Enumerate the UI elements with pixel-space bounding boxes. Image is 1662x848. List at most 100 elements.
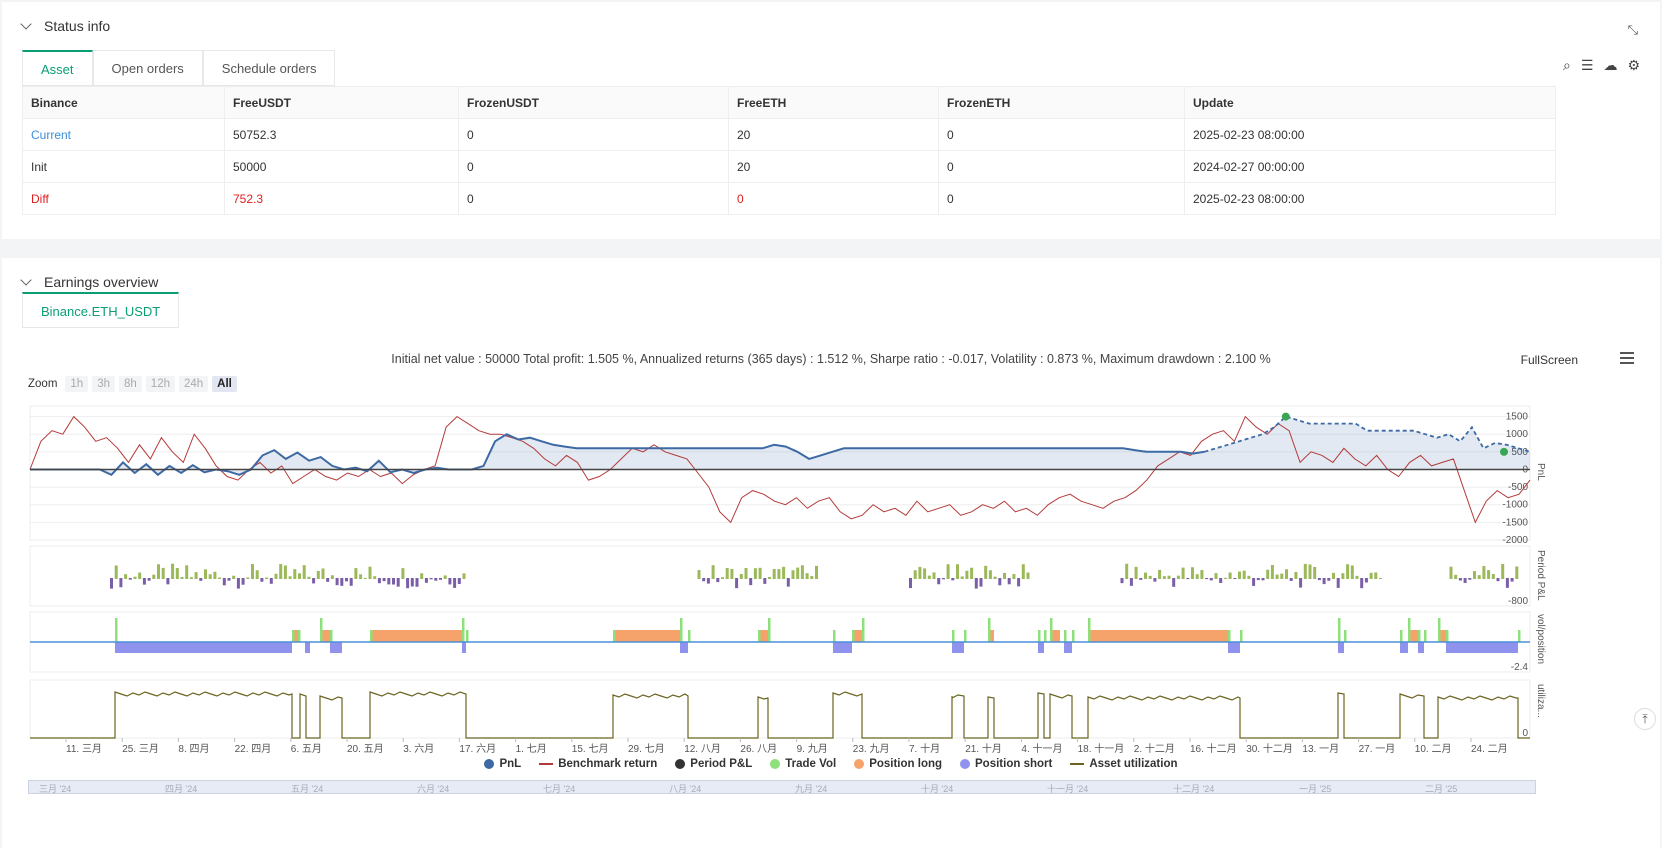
- position-long-bar: [613, 630, 680, 642]
- trade-vol-bar: [462, 618, 465, 642]
- x-tick-label: 15. 七月: [572, 743, 609, 755]
- tab-schedule-orders[interactable]: Schedule orders: [202, 50, 336, 85]
- status-tabs: Asset Open orders Schedule orders: [22, 50, 336, 86]
- period-bar: [340, 578, 344, 586]
- range-navigator[interactable]: 三月 '24 四月 '24 五月 '24 六月 '24 七月 '24 八月 '24 九月 '…: [28, 780, 1536, 794]
- scroll-top-icon[interactable]: ⤒: [1634, 708, 1656, 730]
- position-short-bar: [680, 642, 688, 653]
- zoom-1h-button[interactable]: 1h: [65, 376, 89, 392]
- trade-vol-bar: [964, 630, 967, 642]
- earnings-chart[interactable]: 1500 1000 500 0 -500 -1000 -1500 -2000 PnL -800 Pe…: [2, 258, 1660, 778]
- x-tick-label: 21. 十月: [965, 742, 1002, 755]
- position-short-bar: [1064, 642, 1072, 653]
- legend-period-pnl[interactable]: Period P&L: [675, 758, 752, 770]
- period-bar: [796, 567, 800, 579]
- period-bar: [730, 569, 734, 579]
- period-bar: [998, 578, 1002, 586]
- row-label-current[interactable]: Current: [22, 118, 225, 151]
- zoom-24h-button[interactable]: 24h: [178, 376, 209, 392]
- cell: 20: [728, 150, 939, 183]
- legend-benchmark[interactable]: Benchmark return: [539, 758, 657, 770]
- period-bar: [1252, 578, 1256, 586]
- tab-asset[interactable]: Asset: [22, 50, 93, 85]
- col-update: Update: [1184, 86, 1556, 119]
- position-short-bar: [305, 642, 310, 653]
- period-bar: [180, 576, 184, 579]
- x-tick-label: 9. 九月: [797, 743, 828, 755]
- period-bar: [166, 578, 170, 585]
- zoom-8h-button[interactable]: 8h: [119, 376, 142, 392]
- period-bar: [716, 578, 720, 583]
- tab-binance-eth-usdt[interactable]: Binance.ETH_USDT: [22, 292, 180, 327]
- period-bar: [1364, 578, 1368, 583]
- period-bar: [758, 567, 762, 579]
- period-bar: [265, 577, 269, 579]
- col-frozen-eth: FrozenETH: [938, 86, 1185, 119]
- period-bar: [1275, 574, 1279, 579]
- max-marker: [1281, 412, 1290, 421]
- position-short-bar: [330, 642, 342, 653]
- fullscreen-button[interactable]: FullScreen: [1520, 353, 1578, 367]
- period-bar: [1308, 564, 1312, 579]
- col-free-eth: FreeETH: [728, 86, 939, 119]
- period-bar: [114, 565, 118, 579]
- period-bar: [1167, 575, 1171, 579]
- status-header[interactable]: Status info: [20, 18, 110, 34]
- position-short-bar: [1418, 642, 1424, 653]
- period-bar: [1468, 578, 1472, 580]
- chevron-down-icon[interactable]: [20, 18, 32, 30]
- period-bar: [706, 578, 710, 584]
- trade-vol-bar: [1408, 618, 1411, 642]
- period-bar: [382, 578, 386, 582]
- zoom-12h-button[interactable]: 12h: [145, 376, 175, 392]
- period-bar: [349, 578, 353, 586]
- cloud-download-icon[interactable]: ☁: [1603, 57, 1618, 73]
- cell: 2025-02-23 08:00:00: [1184, 118, 1556, 151]
- x-tick-label: 12. 八月: [684, 743, 721, 755]
- legend-position-long[interactable]: Position long: [854, 758, 942, 770]
- period-bar: [1473, 571, 1476, 579]
- legend-pnl[interactable]: PnL: [484, 758, 521, 770]
- legend-dot-icon: [854, 759, 865, 769]
- x-tick-label: 22. 四月: [235, 743, 272, 755]
- period-bar: [321, 568, 325, 579]
- period-tick-label: -800: [1508, 596, 1528, 607]
- period-bar: [1346, 564, 1350, 579]
- hamburger-menu-icon[interactable]: [1620, 352, 1634, 367]
- period-bar: [439, 578, 442, 580]
- trade-vol-bar: [466, 630, 469, 642]
- period-bar: [763, 578, 767, 584]
- col-frozen-usdt: FrozenUSDT: [458, 86, 729, 119]
- period-bar: [1299, 578, 1303, 588]
- period-bar: [424, 578, 428, 583]
- collapse-icon[interactable]: ⤡: [1627, 22, 1638, 37]
- gear-icon[interactable]: ⚙: [1627, 57, 1640, 73]
- period-bar: [274, 573, 278, 579]
- position-short-bar: [1038, 642, 1044, 653]
- legend-asset-utilization[interactable]: Asset utilization: [1070, 758, 1178, 770]
- x-tick-label: 18. 十一月: [1078, 742, 1125, 755]
- zoom-3h-button[interactable]: 3h: [92, 376, 115, 392]
- x-tick-label: 26. 八月: [740, 743, 777, 755]
- period-bar: [236, 578, 240, 589]
- x-tick-label: 11. 三月: [66, 743, 102, 755]
- period-bar: [768, 577, 771, 579]
- zoom-all-button[interactable]: All: [212, 376, 237, 392]
- trade-vol-bar: [320, 618, 323, 642]
- pnl-axis-label: PnL: [1535, 463, 1546, 481]
- period-bar: [298, 573, 301, 579]
- legend-trade-vol[interactable]: Trade Vol: [770, 758, 836, 770]
- legend-position-short[interactable]: Position short: [960, 758, 1052, 770]
- x-tick-label: 25. 三月: [122, 743, 159, 755]
- list-icon[interactable]: ☰: [1580, 57, 1594, 73]
- legend-line-icon: [1070, 763, 1085, 765]
- earnings-header[interactable]: Earnings overview: [20, 274, 158, 290]
- navigator-tick-label: 八月 '24: [669, 784, 702, 794]
- period-bar: [1313, 566, 1317, 579]
- tab-open-orders[interactable]: Open orders: [92, 50, 203, 85]
- period-bar: [1153, 578, 1157, 582]
- x-tick-label: 13. 一月: [1302, 743, 1339, 755]
- x-tick-label: 24. 二月: [1471, 743, 1508, 755]
- period-bar: [316, 570, 320, 579]
- search-icon[interactable]: ⌕: [1563, 57, 1571, 73]
